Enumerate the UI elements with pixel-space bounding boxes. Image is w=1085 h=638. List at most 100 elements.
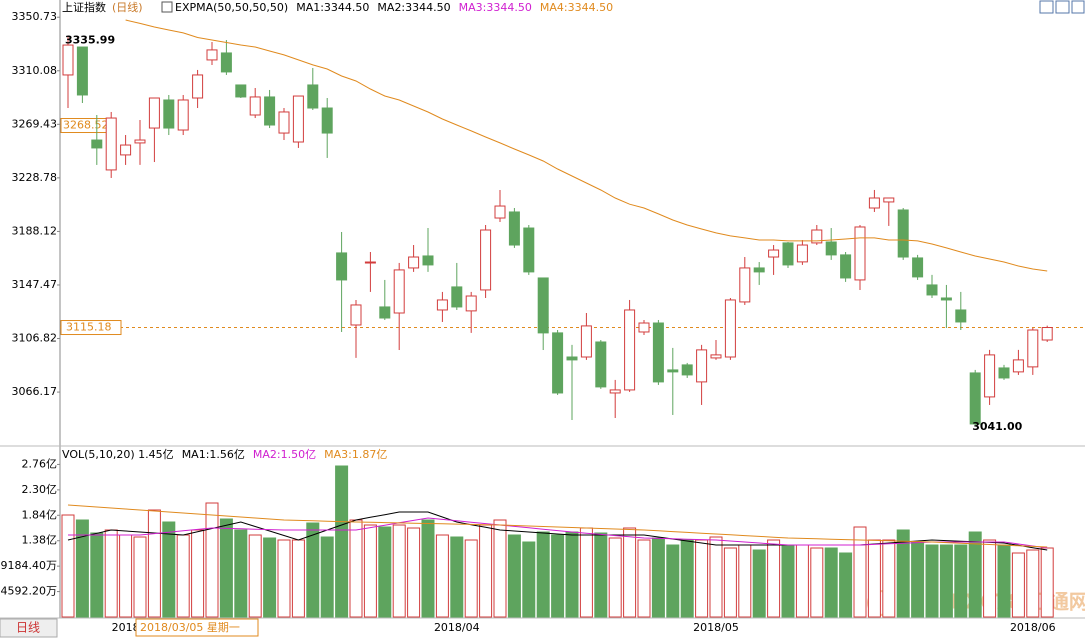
candle-body [940,297,952,301]
cursor-date: 2018/03/05 星期一 [140,621,240,634]
y-tick-label: 2.30亿 [22,483,58,496]
candle-body [609,389,621,394]
window-button[interactable] [1071,0,1085,14]
candle-body [235,84,247,98]
volume-bar [392,524,406,618]
y-tick-label: 4592.20万 [1,585,58,598]
candle-body [854,226,866,281]
volume-bar [839,552,853,618]
candle-body [148,97,160,129]
tab-label[interactable]: 日线 [16,621,40,635]
volume-bar [205,502,219,618]
volume-bar [795,544,809,618]
volume-bar [119,534,133,618]
volume-bar [1040,547,1054,618]
candle-body [408,256,420,269]
candle-body [840,254,852,279]
legend-item: MA4:3344.50 [540,1,613,14]
candle-body [494,205,506,219]
volume-bar [738,544,752,618]
volume-bar [248,534,262,618]
legend-item: MA3:3344.50 [459,1,532,14]
volume-bar [378,526,392,618]
candle-body [436,299,448,311]
volume-bar [882,539,896,618]
candle-body [638,322,650,333]
candle-body [134,139,146,144]
candle-body [278,111,290,134]
x-tick-label: 2018 [112,621,140,634]
candle-body [696,349,708,383]
volume-bar [623,527,637,618]
volume-bar [176,534,190,618]
candle-body [624,309,636,391]
volume-bar [579,527,593,618]
volume-bar [666,544,680,618]
y-tick-label: 3269.43 [12,117,58,130]
candle-body [724,299,736,358]
volume-bar [968,531,982,618]
y-tick-label: 1.38亿 [22,534,58,547]
volume-bar [1026,549,1040,618]
volume-bar [133,536,147,618]
window-button[interactable] [1055,0,1070,14]
candle-body [249,96,261,116]
tab[interactable] [0,618,58,638]
candle-body [825,241,837,256]
volume-bar [306,522,320,618]
volume-bar [911,541,925,618]
legend-item: MA3:1.87亿 [324,448,387,461]
candle-body [667,369,679,373]
candle-body [811,229,823,244]
legend-item: MA1:1.56亿 [182,448,245,461]
candle-body [537,277,549,334]
candle-body [1012,359,1024,373]
volume-bar [594,532,608,618]
volume-bar [479,524,493,618]
candle-body [364,261,376,264]
expma-line [125,19,1048,272]
volume-bar [191,529,205,618]
indicator-icon[interactable] [161,1,173,13]
candle-body [379,306,391,319]
volume-bar [464,539,478,618]
volume-bar [407,527,421,618]
candle-body [753,267,765,273]
volume-bar [61,514,75,618]
legend-item: EXPMA(50,50,50,50) [175,1,288,14]
volume-bar [983,539,997,618]
candle-body [739,267,751,303]
candle-body [1027,329,1039,368]
candle-body [292,95,304,143]
volume-bar [925,544,939,618]
candle-body [595,341,607,388]
volume-bar [896,529,910,618]
candle-body [393,269,405,314]
candle-body [105,117,117,171]
volume-ma-line [68,517,1048,549]
candle-body [192,74,204,99]
candle-body [681,364,693,376]
candle-body [984,354,996,398]
volume-bar [335,465,349,618]
candle-body [883,197,895,203]
candle-body [796,244,808,263]
legend-item: MA2:3344.50 [377,1,450,14]
volume-bar [320,536,334,618]
window-button[interactable] [1039,0,1054,14]
y-tick-label: 3228.78 [12,171,58,184]
candle-body [62,44,74,76]
candle-body [710,354,722,359]
chart-title: 上证指数 [62,0,106,14]
candle-body [220,52,232,73]
volume-bar [551,534,565,618]
x-tick-label: 2018/04 [434,621,480,634]
volume-bar [104,529,118,618]
candle-body [969,372,981,425]
high-annotation: 3335.99 [65,34,115,47]
candle-body [1041,327,1053,341]
candle-body [120,144,132,156]
candle-body [998,367,1010,379]
volume-bar [939,544,953,618]
volume-bar [363,524,377,618]
